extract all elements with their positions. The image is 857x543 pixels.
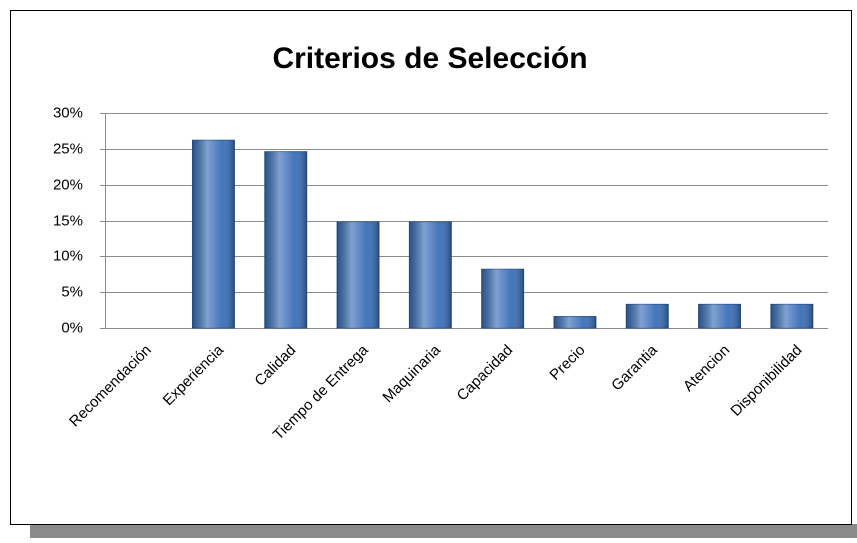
- bar-group: [770, 303, 814, 329]
- y-tick-label: 5%: [61, 283, 83, 300]
- bar-shine: [409, 221, 452, 328]
- bar-group: [336, 221, 380, 329]
- bar-shine: [626, 304, 669, 328]
- y-tick-label: 25%: [53, 140, 83, 157]
- y-tick-label: 30%: [53, 104, 83, 121]
- bar-shine: [192, 140, 235, 328]
- bar-shine: [481, 269, 524, 328]
- bar-shine: [264, 151, 307, 328]
- bar-group: [264, 151, 308, 329]
- bar-group: [625, 303, 669, 329]
- bar-shine: [553, 316, 596, 328]
- y-tick-label: 20%: [53, 176, 83, 193]
- bar-shine: [698, 304, 741, 328]
- bar-group: [408, 221, 452, 329]
- chart-title: Criterios de Selección: [272, 42, 587, 75]
- bar-group: [698, 303, 742, 329]
- bar-group: [553, 316, 597, 329]
- y-tick-label: 15%: [53, 212, 83, 229]
- bar-group: [481, 268, 525, 329]
- bar-shine: [770, 304, 813, 328]
- bar-group: [191, 139, 235, 329]
- y-tick-label: 0%: [61, 319, 83, 336]
- shadow: [30, 524, 857, 538]
- y-tick-label: 10%: [53, 247, 83, 264]
- bar-shine: [337, 221, 380, 328]
